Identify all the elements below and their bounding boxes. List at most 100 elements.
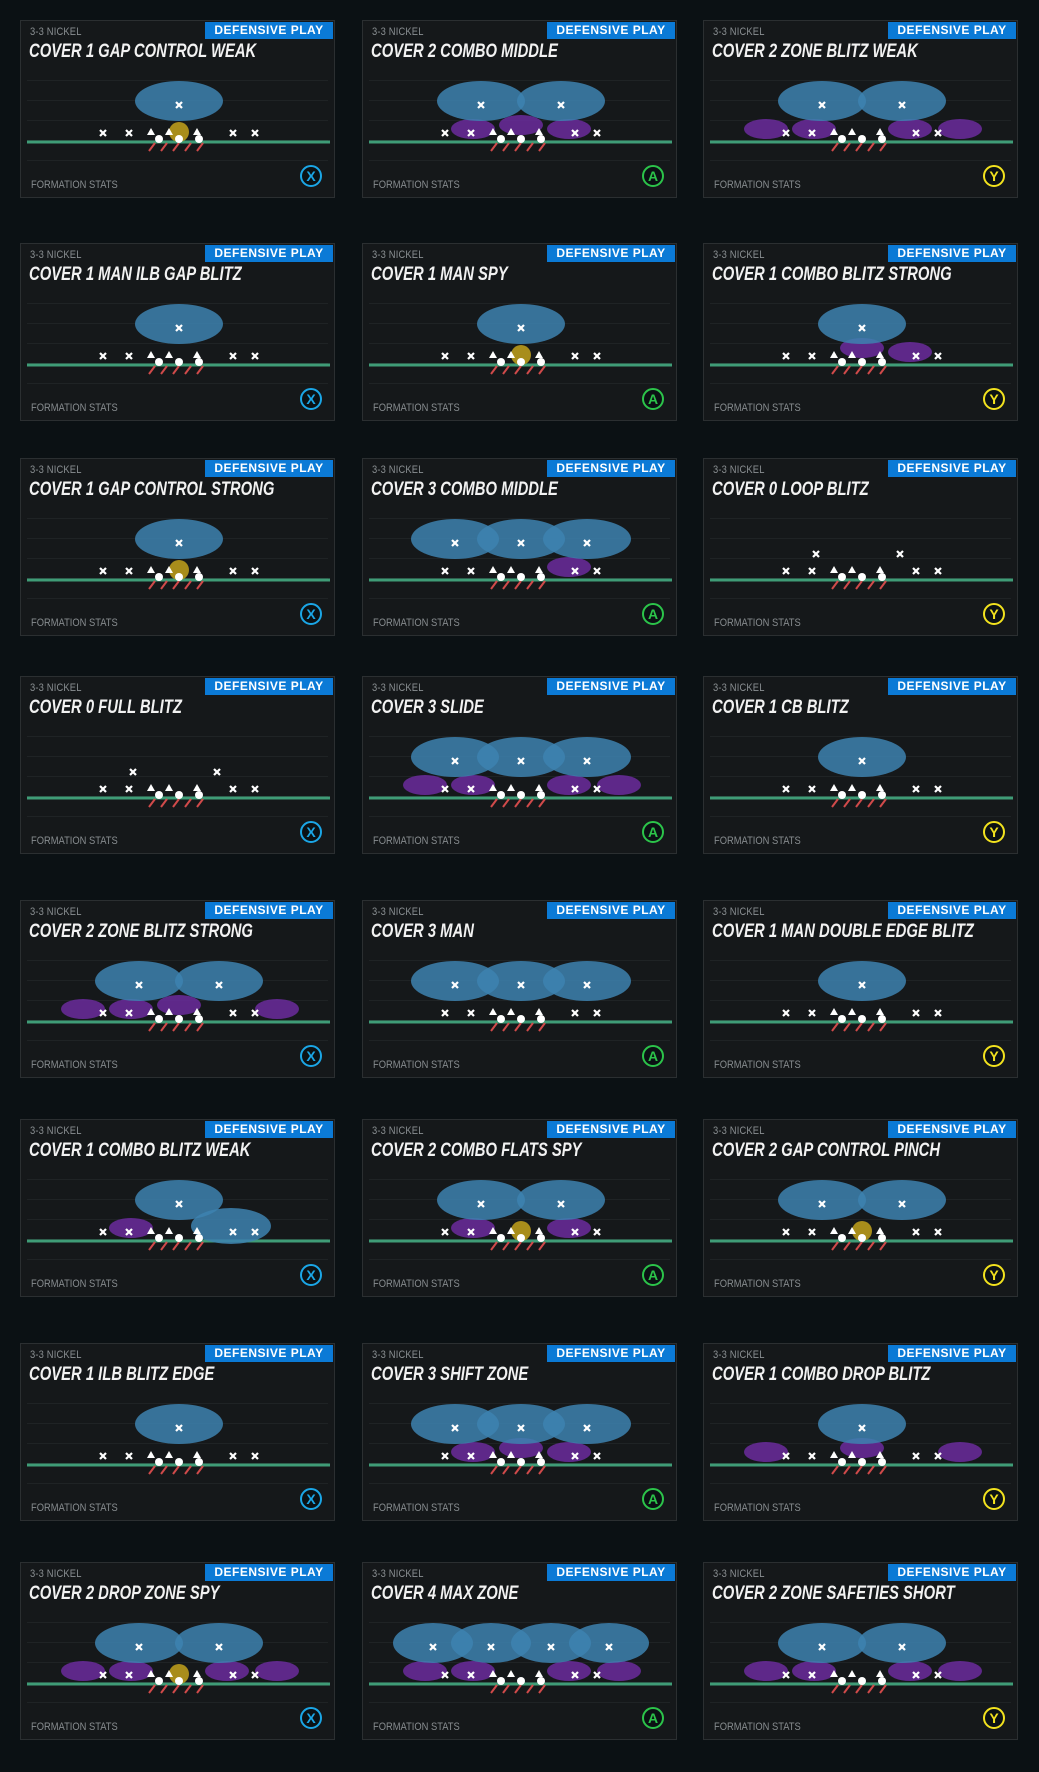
formation-stats-link[interactable]: FORMATION STATS: [31, 1059, 118, 1071]
formation-stats-link[interactable]: FORMATION STATS: [31, 1502, 118, 1514]
formation-stats-link[interactable]: FORMATION STATS: [31, 1278, 118, 1290]
defender-stroke: [517, 324, 525, 332]
formation-stats-link[interactable]: FORMATION STATS: [714, 179, 801, 191]
rush-arrow: [148, 1684, 156, 1694]
play-card[interactable]: 3-3 NICKEL DEFENSIVE PLAY COVER 2 DROP Z…: [20, 1562, 335, 1740]
defensive-lineman: [535, 784, 543, 791]
play-card[interactable]: 3-3 NICKEL DEFENSIVE PLAY COVER 3 SHIFT …: [362, 1343, 677, 1521]
formation-stats-link[interactable]: FORMATION STATS: [31, 402, 118, 414]
play-card[interactable]: 3-3 NICKEL DEFENSIVE PLAY COVER 3 MAN FO…: [362, 900, 677, 1078]
controller-a-button-icon[interactable]: A: [642, 1264, 664, 1286]
controller-x-button-icon[interactable]: X: [300, 1488, 322, 1510]
controller-x-button-icon[interactable]: X: [300, 1045, 322, 1067]
defensive-play-badge: DEFENSIVE PLAY: [547, 245, 675, 262]
controller-x-button-icon[interactable]: X: [300, 165, 322, 187]
play-card[interactable]: 3-3 NICKEL DEFENSIVE PLAY COVER 2 ZONE B…: [20, 900, 335, 1078]
controller-x-button-icon[interactable]: X: [300, 1707, 322, 1729]
play-title: COVER 1 COMBO DROP BLITZ: [712, 1364, 931, 1385]
controller-y-button-icon[interactable]: Y: [983, 821, 1005, 843]
controller-a-button-icon[interactable]: A: [642, 165, 664, 187]
formation-stats-link[interactable]: FORMATION STATS: [31, 835, 118, 847]
controller-a-button-icon[interactable]: A: [642, 603, 664, 625]
play-card[interactable]: 3-3 NICKEL DEFENSIVE PLAY COVER 1 ILB BL…: [20, 1343, 335, 1521]
spy-zone: [169, 560, 189, 580]
formation-stats-link[interactable]: FORMATION STATS: [714, 1278, 801, 1290]
defensive-lineman: [165, 351, 173, 358]
controller-a-button-icon[interactable]: A: [642, 1707, 664, 1729]
controller-a-button-icon[interactable]: A: [642, 1488, 664, 1510]
controller-y-button-icon[interactable]: Y: [983, 388, 1005, 410]
play-card[interactable]: 3-3 NICKEL DEFENSIVE PLAY COVER 1 CB BLI…: [703, 676, 1018, 854]
play-card[interactable]: 3-3 NICKEL DEFENSIVE PLAY COVER 1 MAN DO…: [703, 900, 1018, 1078]
defender-stroke: [571, 1009, 579, 1017]
defender-marker: [571, 352, 579, 360]
formation-stats-link[interactable]: FORMATION STATS: [714, 835, 801, 847]
defender-stroke: [175, 324, 183, 332]
defender-stroke: [517, 539, 525, 547]
play-card[interactable]: 3-3 NICKEL DEFENSIVE PLAY COVER 3 COMBO …: [362, 458, 677, 636]
play-card[interactable]: 3-3 NICKEL DEFENSIVE PLAY COVER 2 ZONE S…: [703, 1562, 1018, 1740]
controller-x-button-icon[interactable]: X: [300, 821, 322, 843]
play-card[interactable]: 3-3 NICKEL DEFENSIVE PLAY COVER 2 ZONE B…: [703, 20, 1018, 198]
defender-marker: [557, 101, 565, 109]
defender-stroke: [818, 1643, 826, 1651]
formation-stats-link[interactable]: FORMATION STATS: [373, 1721, 460, 1733]
play-card[interactable]: 3-3 NICKEL DEFENSIVE PLAY COVER 2 COMBO …: [362, 20, 677, 198]
controller-y-button-icon[interactable]: Y: [983, 603, 1005, 625]
deep-zone: [569, 1623, 649, 1663]
offensive-player: [838, 135, 846, 143]
formation-stats-link[interactable]: FORMATION STATS: [31, 617, 118, 629]
formation-stats-link[interactable]: FORMATION STATS: [714, 402, 801, 414]
controller-a-button-icon[interactable]: A: [642, 821, 664, 843]
formation-stats-link[interactable]: FORMATION STATS: [714, 617, 801, 629]
play-card[interactable]: 3-3 NICKEL DEFENSIVE PLAY COVER 3 SLIDE …: [362, 676, 677, 854]
controller-y-button-icon[interactable]: Y: [983, 1045, 1005, 1067]
rush-arrow: [538, 1684, 546, 1694]
play-card[interactable]: 3-3 NICKEL DEFENSIVE PLAY COVER 0 FULL B…: [20, 676, 335, 854]
controller-y-button-icon[interactable]: Y: [983, 1264, 1005, 1286]
formation-stats-link[interactable]: FORMATION STATS: [373, 1278, 460, 1290]
formation-stats-link[interactable]: FORMATION STATS: [373, 835, 460, 847]
formation-stats-link[interactable]: FORMATION STATS: [714, 1059, 801, 1071]
controller-x-button-icon[interactable]: X: [300, 388, 322, 410]
formation-stats-link[interactable]: FORMATION STATS: [714, 1502, 801, 1514]
formation-stats-link[interactable]: FORMATION STATS: [373, 617, 460, 629]
controller-a-button-icon[interactable]: A: [642, 1045, 664, 1067]
defender-marker: [125, 1671, 133, 1679]
formation-stats-link[interactable]: FORMATION STATS: [373, 1502, 460, 1514]
controller-y-button-icon[interactable]: Y: [983, 1488, 1005, 1510]
play-card[interactable]: 3-3 NICKEL DEFENSIVE PLAY COVER 1 GAP CO…: [20, 458, 335, 636]
play-card[interactable]: 3-3 NICKEL DEFENSIVE PLAY COVER 2 GAP CO…: [703, 1119, 1018, 1297]
offensive-player: [858, 1458, 866, 1466]
defender-stroke: [125, 1452, 133, 1460]
defender-stroke: [593, 352, 601, 360]
play-card[interactable]: 3-3 NICKEL DEFENSIVE PLAY COVER 4 MAX ZO…: [362, 1562, 677, 1740]
formation-label: 3-3 NICKEL: [372, 1125, 424, 1137]
controller-x-button-icon[interactable]: X: [300, 603, 322, 625]
play-card[interactable]: 3-3 NICKEL DEFENSIVE PLAY COVER 1 COMBO …: [20, 1119, 335, 1297]
offensive-player: [517, 1677, 525, 1685]
formation-stats-link[interactable]: FORMATION STATS: [31, 1721, 118, 1733]
formation-stats-link[interactable]: FORMATION STATS: [714, 1721, 801, 1733]
offensive-player: [878, 1015, 886, 1023]
controller-x-button-icon[interactable]: X: [300, 1264, 322, 1286]
deep-zone: [393, 1623, 473, 1663]
play-card[interactable]: 3-3 NICKEL DEFENSIVE PLAY COVER 0 LOOP B…: [703, 458, 1018, 636]
play-card[interactable]: 3-3 NICKEL DEFENSIVE PLAY COVER 1 MAN SP…: [362, 243, 677, 421]
formation-stats-link[interactable]: FORMATION STATS: [373, 179, 460, 191]
play-card[interactable]: 3-3 NICKEL DEFENSIVE PLAY COVER 1 GAP CO…: [20, 20, 335, 198]
defensive-lineman: [147, 566, 155, 573]
formation-stats-link[interactable]: FORMATION STATS: [373, 402, 460, 414]
formation-stats-link[interactable]: FORMATION STATS: [373, 1059, 460, 1071]
controller-a-button-icon[interactable]: A: [642, 388, 664, 410]
play-card[interactable]: 3-3 NICKEL DEFENSIVE PLAY COVER 1 COMBO …: [703, 1343, 1018, 1521]
deep-zone: [95, 1623, 183, 1663]
play-card[interactable]: 3-3 NICKEL DEFENSIVE PLAY COVER 1 MAN IL…: [20, 243, 335, 421]
controller-y-button-icon[interactable]: Y: [983, 1707, 1005, 1729]
play-card[interactable]: 3-3 NICKEL DEFENSIVE PLAY COVER 1 COMBO …: [703, 243, 1018, 421]
controller-y-button-icon[interactable]: Y: [983, 165, 1005, 187]
defender-stroke: [441, 129, 449, 137]
rush-arrow: [160, 142, 168, 152]
play-card[interactable]: 3-3 NICKEL DEFENSIVE PLAY COVER 2 COMBO …: [362, 1119, 677, 1297]
formation-stats-link[interactable]: FORMATION STATS: [31, 179, 118, 191]
